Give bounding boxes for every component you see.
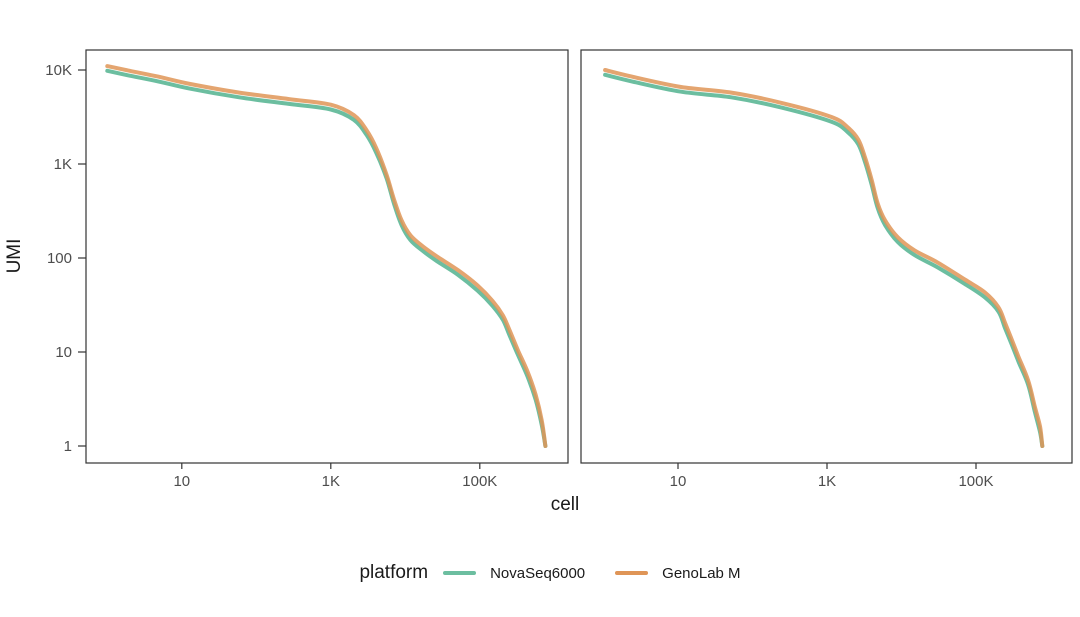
y-tick-label: 10 [55, 344, 72, 361]
genolab-m-line-swatch [615, 571, 649, 575]
legend: platform NovaSeq6000 GenoLab M [10, 556, 1080, 590]
x-tick-label: 10 [670, 473, 687, 490]
x-tick-label: 1K [322, 473, 340, 490]
panel-border-right [580, 49, 1073, 464]
legend-title: platform [359, 562, 429, 583]
panel-border-left [85, 49, 569, 464]
x-axis-title: cell [551, 494, 580, 515]
y-tick-label: 100 [47, 250, 72, 267]
novaseq6000-line-swatch [443, 571, 477, 575]
curve-genolab-m-left [105, 64, 548, 448]
y-tick-label: 1 [64, 438, 72, 455]
curve-genolab-m-right [603, 68, 1045, 448]
x-tick-label: 100K [462, 473, 497, 490]
x-tick-label: 10 [173, 473, 190, 490]
legend-item-genolab-m: GenoLab M [615, 564, 741, 582]
x-tick-label: 1K [818, 473, 836, 490]
legend-label-genolab-m: GenoLab M [662, 564, 741, 582]
x-tick-label: 100K [958, 473, 993, 490]
y-axis-title: UMI [4, 239, 25, 274]
y-tick-label: 10K [45, 62, 72, 79]
legend-label-novaseq6000: NovaSeq6000 [490, 564, 586, 582]
legend-item-novaseq6000: NovaSeq6000 [443, 565, 585, 582]
y-tick-label: 1K [54, 156, 72, 173]
